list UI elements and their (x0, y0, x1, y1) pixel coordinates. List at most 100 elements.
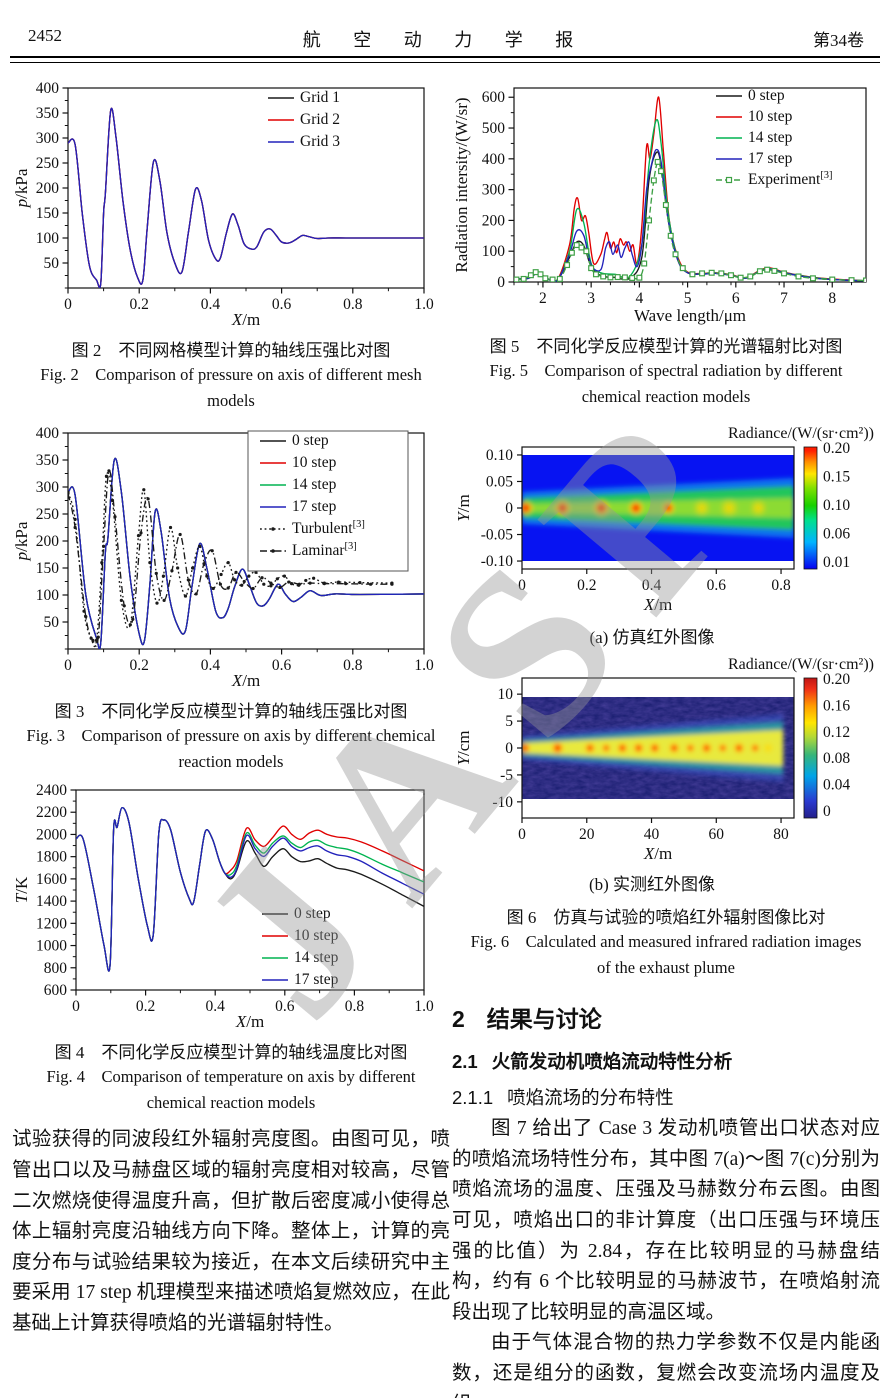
svg-text:300: 300 (36, 479, 60, 496)
svg-text:0.10: 0.10 (823, 497, 850, 514)
svg-text:1000: 1000 (36, 938, 67, 955)
svg-text:2400: 2400 (36, 782, 67, 799)
svg-text:0.4: 0.4 (642, 577, 662, 594)
svg-text:0.2: 0.2 (136, 998, 155, 1015)
svg-text:0.16: 0.16 (823, 698, 850, 715)
svg-text:Radiance/(W/(sr·cm²)): Radiance/(W/(sr·cm²)) (728, 425, 874, 442)
svg-text:-10: -10 (492, 794, 513, 811)
fig2-caption-en: Fig. 2 Comparison of pressure on axis of… (40, 365, 422, 410)
svg-text:2: 2 (539, 290, 547, 307)
svg-text:80: 80 (773, 826, 789, 843)
fig6-caption-zh: 图 6 仿真与试验的喷焰红外辐射图像比对 (506, 908, 826, 928)
svg-text:40: 40 (644, 826, 660, 843)
svg-text:10 step: 10 step (292, 454, 337, 471)
svg-text:0.8: 0.8 (343, 657, 363, 674)
svg-text:Radiation intersity/(W/sr): Radiation intersity/(W/sr) (452, 97, 471, 272)
svg-text:0.6: 0.6 (272, 657, 292, 674)
svg-text:Laminar[3]: Laminar[3] (292, 541, 357, 559)
svg-text:14 step: 14 step (292, 476, 337, 493)
svg-text:200: 200 (36, 533, 60, 550)
subsubsection-number: 2.1.1 (452, 1087, 494, 1109)
svg-text:0.06: 0.06 (823, 526, 850, 543)
subsection-number: 2.1 (452, 1051, 478, 1073)
svg-text:1.0: 1.0 (414, 657, 434, 674)
svg-text:Wave length/μm: Wave length/μm (634, 306, 746, 325)
svg-text:200: 200 (36, 180, 60, 197)
svg-text:0: 0 (505, 500, 513, 517)
fig4-temperature-chart: 0 0.2 0.4 0.6 0.8 1.0 600 800 1000 1200 1400 1600 18… (12, 782, 434, 1031)
svg-text:X/m: X/m (231, 310, 260, 329)
svg-text:14 step: 14 step (748, 129, 793, 146)
subsubsection-heading: 2.1.1 喷焰流场的分布特性 (452, 1084, 880, 1110)
fig6a-subcaption: (a) 仿真红外图像 (589, 628, 715, 648)
right-paragraph-1: 图 7 给出了 Case 3 发动机喷管出口状态对应的喷焰流场特性分布，其中图 … (452, 1118, 880, 1323)
svg-text:17 step: 17 step (294, 971, 339, 988)
svg-text:0.8: 0.8 (343, 296, 363, 313)
fig5-caption-zh: 图 5 不同化学反应模型计算的光谱辐射比对图 (489, 337, 843, 356)
svg-text:0 step: 0 step (748, 87, 785, 104)
svg-text:0: 0 (518, 826, 526, 843)
svg-text:2200: 2200 (36, 804, 67, 821)
svg-text:0.12: 0.12 (823, 724, 850, 741)
svg-text:0: 0 (72, 998, 80, 1015)
svg-text:1.0: 1.0 (414, 296, 434, 313)
svg-text:0.2: 0.2 (130, 296, 149, 313)
svg-text:Y/cm: Y/cm (454, 731, 473, 766)
right-column: 2 3 4 5 6 7 8 0 100 200 300 400 500 600 Wave length/μm… (452, 70, 880, 1398)
svg-text:17 step: 17 step (292, 498, 337, 515)
svg-text:10: 10 (498, 686, 514, 703)
svg-text:0.01: 0.01 (823, 554, 850, 571)
svg-text:3: 3 (587, 290, 595, 307)
svg-text:T/K: T/K (12, 876, 31, 903)
svg-text:0: 0 (518, 577, 526, 594)
svg-text:0: 0 (64, 296, 72, 313)
svg-text:350: 350 (36, 105, 60, 122)
journal-title: 航 空 动 力 学 报 (302, 30, 588, 50)
svg-text:p/kPa: p/kPa (12, 168, 31, 208)
svg-text:250: 250 (36, 155, 60, 172)
svg-text:X/m: X/m (643, 595, 672, 614)
svg-text:Experiment[3]: Experiment[3] (748, 170, 833, 188)
svg-text:X/m: X/m (235, 1012, 264, 1031)
svg-text:0.6: 0.6 (272, 296, 292, 313)
svg-text:2000: 2000 (36, 827, 67, 844)
svg-text:6: 6 (732, 290, 740, 307)
svg-text:0.04: 0.04 (823, 777, 850, 794)
subsubsection-title: 喷焰流场的分布特性 (507, 1087, 674, 1109)
svg-text:Radiance/(W/(sr·cm²)): Radiance/(W/(sr·cm²)) (728, 656, 874, 673)
svg-text:17 step: 17 step (748, 150, 793, 167)
svg-text:Grid 1: Grid 1 (300, 89, 340, 106)
svg-text:1.0: 1.0 (414, 998, 434, 1015)
svg-text:1800: 1800 (36, 849, 67, 866)
svg-text:50: 50 (44, 614, 60, 631)
header-rule (10, 56, 880, 63)
fig4-caption-zh: 图 4 不同化学反应模型计算的轴线温度比对图 (54, 1043, 408, 1063)
section-title: 结果与讨论 (486, 1006, 602, 1033)
fig6a-simulated-ir-heatmap: Radiance/(W/(sr·cm²)) 0 0.2 0.4 0.6 0.8 0.10 0.… (454, 425, 874, 614)
svg-text:300: 300 (36, 130, 60, 147)
svg-text:0.2: 0.2 (577, 577, 596, 594)
svg-text:300: 300 (482, 182, 506, 199)
svg-text:0.05: 0.05 (486, 474, 513, 491)
svg-text:1600: 1600 (36, 871, 67, 888)
fig2-pressure-mesh-chart: 0 0.2 0.4 0.6 0.8 1.0 50 100 150 200 250 300 350 400 X… (12, 80, 434, 329)
svg-text:1400: 1400 (36, 893, 67, 910)
svg-text:14 step: 14 step (294, 949, 339, 966)
svg-text:0.8: 0.8 (771, 577, 791, 594)
svg-text:5: 5 (505, 713, 513, 730)
svg-text:100: 100 (482, 243, 506, 260)
svg-text:Y/m: Y/m (454, 494, 473, 521)
page-number: 2452 (28, 26, 62, 45)
fig5-spectral-radiation-chart: 2 3 4 5 6 7 8 0 100 200 300 400 500 600 Wave length/μm… (452, 87, 867, 325)
fig4-caption-en: Fig. 4 Comparison of temperature on axis… (46, 1067, 416, 1112)
svg-text:0.4: 0.4 (201, 657, 221, 674)
svg-text:150: 150 (36, 560, 60, 577)
svg-text:p/kPa: p/kPa (12, 521, 31, 561)
svg-text:-5: -5 (500, 767, 513, 784)
svg-text:1200: 1200 (36, 916, 67, 933)
svg-text:0.10: 0.10 (486, 447, 513, 464)
fig3-pressure-chem-chart: 0 0.2 0.4 0.6 0.8 1.0 50 100 150 200 250 300 350 400 X… (12, 425, 434, 690)
svg-text:400: 400 (36, 425, 60, 442)
svg-text:600: 600 (44, 982, 68, 999)
svg-text:0.08: 0.08 (823, 750, 850, 767)
